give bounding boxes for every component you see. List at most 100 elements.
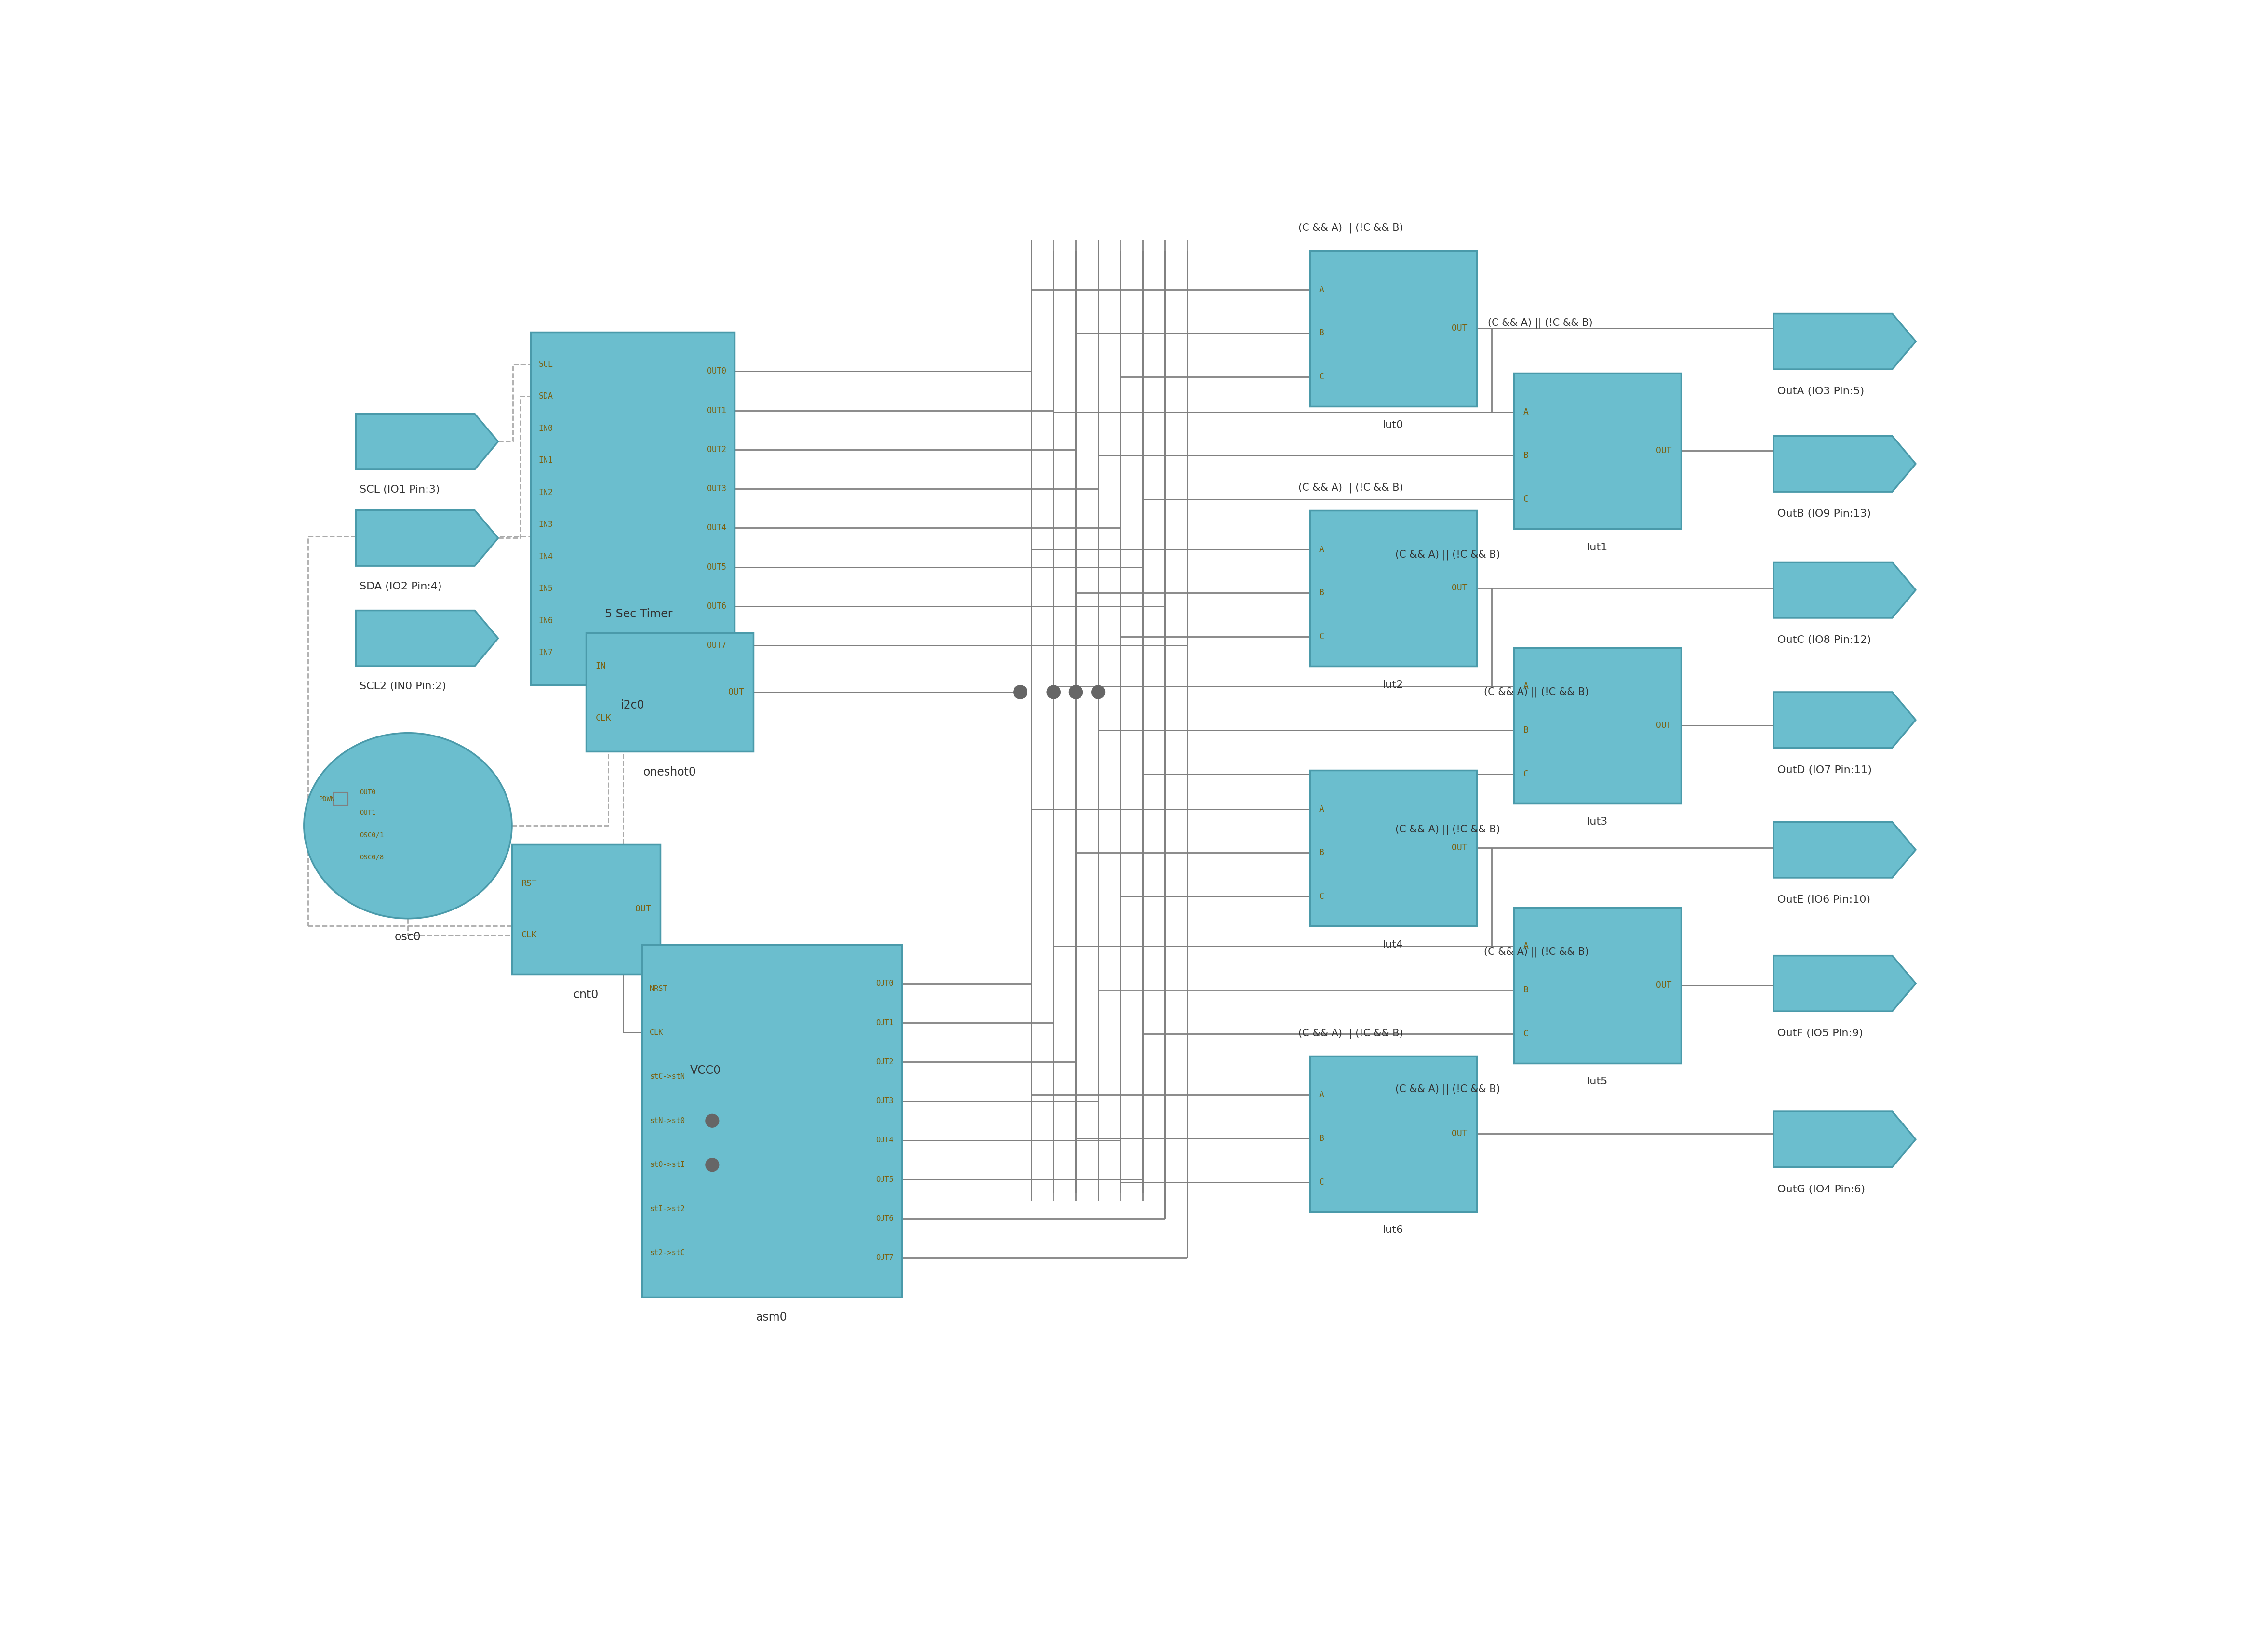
Text: OUT1: OUT1 — [708, 406, 726, 415]
Text: OUT5: OUT5 — [875, 1176, 894, 1183]
Text: IN4: IN4 — [538, 553, 553, 561]
Polygon shape — [356, 610, 499, 666]
Text: OutF (IO5 Pin:9): OutF (IO5 Pin:9) — [1778, 1028, 1862, 1038]
Text: A: A — [1524, 683, 1529, 691]
Text: IN: IN — [594, 661, 606, 670]
Text: OUT4: OUT4 — [875, 1137, 894, 1143]
Text: OutD (IO7 Pin:11): OutD (IO7 Pin:11) — [1778, 765, 1871, 775]
Text: OUT0: OUT0 — [875, 980, 894, 987]
Circle shape — [1091, 686, 1105, 699]
Polygon shape — [356, 415, 499, 469]
Text: (C && A) || (!C && B): (C && A) || (!C && B) — [1488, 317, 1592, 327]
FancyBboxPatch shape — [1513, 648, 1681, 803]
FancyBboxPatch shape — [1309, 250, 1476, 406]
Text: (C && A) || (!C && B): (C && A) || (!C && B) — [1483, 948, 1590, 957]
Text: CLK: CLK — [594, 714, 610, 722]
Text: OUT0: OUT0 — [361, 790, 376, 796]
Polygon shape — [1774, 822, 1916, 878]
Circle shape — [1068, 686, 1082, 699]
Text: i2c0: i2c0 — [621, 699, 644, 711]
Text: OUT5: OUT5 — [708, 563, 726, 571]
Text: OutE (IO6 Pin:10): OutE (IO6 Pin:10) — [1778, 895, 1871, 905]
Circle shape — [1048, 686, 1061, 699]
Text: OutG (IO4 Pin:6): OutG (IO4 Pin:6) — [1778, 1184, 1864, 1194]
Text: (C && A) || (!C && B): (C && A) || (!C && B) — [1483, 688, 1590, 697]
Polygon shape — [1774, 693, 1916, 748]
FancyBboxPatch shape — [585, 633, 753, 752]
Text: OUT7: OUT7 — [708, 642, 726, 650]
Text: SCL (IO1 Pin:3): SCL (IO1 Pin:3) — [361, 485, 440, 495]
Text: OUT6: OUT6 — [875, 1216, 894, 1222]
Text: A: A — [1320, 544, 1325, 554]
FancyBboxPatch shape — [1513, 908, 1681, 1063]
Text: B: B — [1524, 725, 1529, 735]
Circle shape — [705, 1114, 719, 1127]
Text: VCC0: VCC0 — [689, 1064, 721, 1076]
Text: (C && A) || (!C && B): (C && A) || (!C && B) — [1395, 1084, 1499, 1094]
Text: OUT: OUT — [1452, 1130, 1467, 1138]
Text: OSC0/1: OSC0/1 — [361, 832, 383, 839]
Text: IN0: IN0 — [538, 424, 553, 433]
Text: CLK: CLK — [522, 931, 538, 939]
Text: lut1: lut1 — [1588, 543, 1608, 553]
Text: OUT3: OUT3 — [708, 485, 726, 494]
Text: A: A — [1320, 285, 1325, 294]
Text: lut4: lut4 — [1383, 939, 1404, 949]
Text: IN6: IN6 — [538, 617, 553, 625]
Text: A: A — [1524, 408, 1529, 416]
Text: C: C — [1320, 892, 1325, 901]
Text: lut3: lut3 — [1588, 818, 1608, 827]
Polygon shape — [1774, 956, 1916, 1012]
Text: (C && A) || (!C && B): (C && A) || (!C && B) — [1300, 224, 1404, 234]
Text: OUT2: OUT2 — [708, 446, 726, 454]
Circle shape — [1068, 686, 1082, 699]
Text: OUT1: OUT1 — [875, 1020, 894, 1026]
Circle shape — [1014, 686, 1027, 699]
Text: OUT: OUT — [1656, 721, 1672, 730]
Circle shape — [705, 1158, 719, 1171]
Text: CLK: CLK — [651, 1030, 662, 1036]
Text: C: C — [1524, 770, 1529, 778]
Text: OutB (IO9 Pin:13): OutB (IO9 Pin:13) — [1778, 510, 1871, 518]
Text: C: C — [1320, 632, 1325, 642]
Text: A: A — [1320, 1091, 1325, 1099]
Text: stI->st2: stI->st2 — [651, 1206, 685, 1212]
Text: SDA (IO2 Pin:4): SDA (IO2 Pin:4) — [361, 582, 442, 591]
Text: C: C — [1524, 495, 1529, 503]
Text: IN5: IN5 — [538, 584, 553, 592]
Text: SDA: SDA — [538, 392, 553, 401]
Text: OutA (IO3 Pin:5): OutA (IO3 Pin:5) — [1778, 387, 1864, 396]
Text: OUT: OUT — [1452, 324, 1467, 332]
Text: lut6: lut6 — [1383, 1226, 1404, 1235]
FancyBboxPatch shape — [1309, 1056, 1476, 1212]
Text: IN3: IN3 — [538, 520, 553, 528]
Text: st2->stC: st2->stC — [651, 1249, 685, 1257]
Text: OUT: OUT — [1656, 446, 1672, 456]
Text: OUT6: OUT6 — [708, 602, 726, 610]
Text: C: C — [1524, 1030, 1529, 1038]
Text: stN->st0: stN->st0 — [651, 1117, 685, 1125]
Polygon shape — [1774, 436, 1916, 492]
Text: OUT4: OUT4 — [708, 523, 726, 533]
Text: OutC (IO8 Pin:12): OutC (IO8 Pin:12) — [1778, 635, 1871, 645]
Text: asm0: asm0 — [755, 1311, 787, 1323]
Text: OUT: OUT — [1452, 584, 1467, 592]
Text: A: A — [1524, 943, 1529, 951]
Text: SCL2 (IN0 Pin:2): SCL2 (IN0 Pin:2) — [361, 681, 447, 691]
FancyBboxPatch shape — [1309, 510, 1476, 666]
Text: IN1: IN1 — [538, 456, 553, 464]
Text: OUT: OUT — [728, 688, 744, 696]
Text: OUT3: OUT3 — [875, 1097, 894, 1105]
Text: (C && A) || (!C && B): (C && A) || (!C && B) — [1300, 484, 1404, 494]
Text: OUT: OUT — [635, 905, 651, 913]
Text: PDWN: PDWN — [320, 796, 336, 803]
Text: C: C — [1320, 372, 1325, 382]
Text: OUT7: OUT7 — [875, 1253, 894, 1262]
Text: stC->stN: stC->stN — [651, 1073, 685, 1081]
Polygon shape — [1774, 314, 1916, 368]
FancyBboxPatch shape — [531, 332, 735, 684]
Text: lut2: lut2 — [1383, 679, 1404, 689]
Text: OSC0/8: OSC0/8 — [361, 854, 383, 860]
Text: lut5: lut5 — [1588, 1077, 1608, 1087]
Text: B: B — [1524, 985, 1529, 994]
